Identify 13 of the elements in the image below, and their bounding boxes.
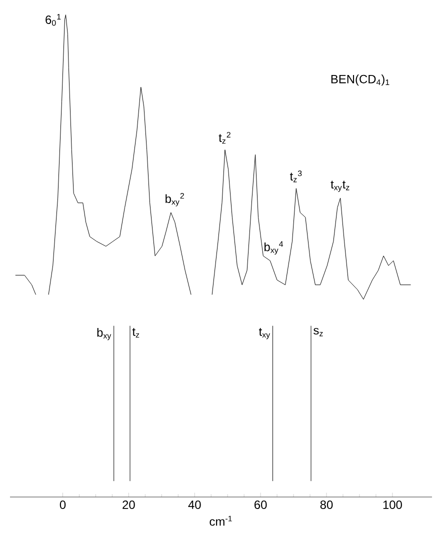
ref-line-label: t$_{xy}$ xyxy=(258,328,270,340)
x-tick-label: 60 xyxy=(254,500,267,509)
x-tick-label: 20 xyxy=(122,500,135,509)
x-tick-label: 80 xyxy=(320,500,333,509)
x-tick-label: 100 xyxy=(383,500,402,509)
x-tick-label: 40 xyxy=(188,500,201,509)
x-tick-label: 0 xyxy=(60,500,66,509)
x-axis-title: cm$^{-1}$ xyxy=(210,516,232,526)
text: BEN(CD$_{4}$)$_{1}$ xyxy=(331,74,390,86)
annotation: t$_{xy}$t$_{z}$ xyxy=(330,180,350,192)
ref-line-label: b$_{xy}$ xyxy=(97,328,112,340)
ref-line-label: t$_{z}$ xyxy=(132,328,140,338)
ref-line-label: s$_{z}$ xyxy=(314,328,323,336)
